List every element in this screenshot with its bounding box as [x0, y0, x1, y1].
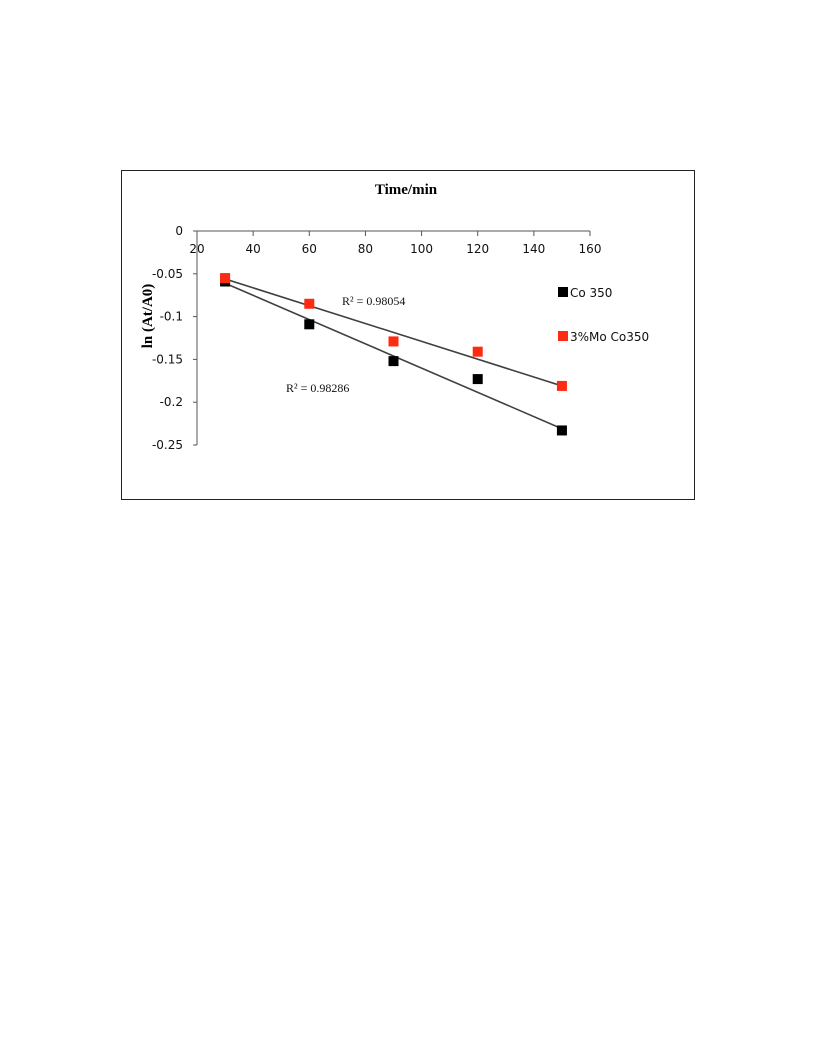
- x-tick-label: 100: [410, 242, 433, 256]
- data-point-mo-co350: [388, 336, 399, 347]
- y-tick-label: -0.15: [152, 352, 183, 366]
- data-point-co-350: [304, 319, 315, 330]
- data-point-mo-co350: [304, 298, 315, 309]
- trendline-mo-co350: [224, 278, 563, 387]
- x-tick-label: 140: [522, 242, 545, 256]
- axes: 0 -0.05 -0.1 -0.15 -0.2 -0.25 20 40 60 80 100 120 14…: [152, 224, 602, 452]
- r-squared-labels: R² = 0.98286 R² = 0.98054: [286, 294, 405, 395]
- data-point-co-350: [556, 425, 567, 436]
- legend-label-co-350: Co 350: [570, 286, 612, 300]
- x-tick-label: 80: [358, 242, 373, 256]
- data-point-co-350: [388, 356, 399, 367]
- x-tick-label: 40: [246, 242, 261, 256]
- chart-frame: Time/min ln (At/A0) 0 -0.05 -0.1 -0.15 -0.2 -…: [121, 170, 695, 500]
- x-tick-label: 20: [189, 242, 204, 256]
- legend-label-mo-co350: 3%Mo Co350: [570, 330, 649, 344]
- y-tick-label: -0.2: [160, 395, 183, 409]
- r-squared-label-mo-co350: R² = 0.98054: [342, 294, 405, 308]
- y-tick-label: -0.05: [152, 267, 183, 281]
- x-tick-label: 120: [466, 242, 489, 256]
- trendlines: [224, 278, 563, 430]
- x-tick-label: 160: [579, 242, 602, 256]
- y-tick-label: -0.25: [152, 438, 183, 452]
- x-tick-label: 60: [302, 242, 317, 256]
- legend: Co 350 3%Mo Co350: [558, 286, 649, 344]
- data-point-mo-co350: [472, 346, 483, 357]
- data-points: [220, 273, 567, 436]
- legend-swatch-mo-co350: [558, 331, 568, 341]
- data-point-co-350: [472, 374, 483, 385]
- legend-swatch-co-350: [558, 287, 568, 297]
- chart-title: Time/min: [375, 182, 438, 198]
- y-axis-label: ln (At/A0): [140, 284, 156, 349]
- r-squared-label-co-350: R² = 0.98286: [286, 381, 349, 395]
- trendline-co-350: [224, 282, 563, 430]
- y-tick-label: 0: [175, 224, 183, 238]
- chart-svg: Time/min ln (At/A0) 0 -0.05 -0.1 -0.15 -0.2 -…: [140, 182, 649, 452]
- data-point-mo-co350: [220, 273, 231, 284]
- y-tick-label: -0.1: [160, 310, 183, 324]
- data-point-mo-co350: [556, 380, 567, 391]
